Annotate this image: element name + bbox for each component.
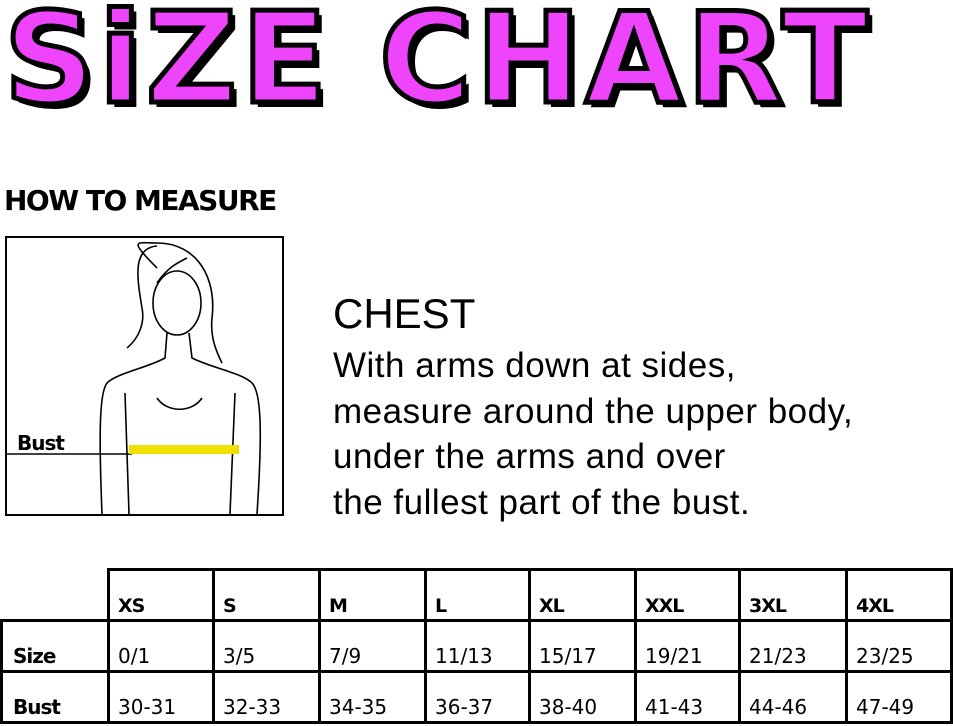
table-cell: 21/23 <box>738 619 848 673</box>
table-cell: 47-49 <box>845 670 953 724</box>
size-header: XS <box>107 568 215 622</box>
size-header: L <box>424 568 531 622</box>
measurement-illustration: Bust <box>5 236 284 516</box>
table-cell: 36-37 <box>424 670 531 724</box>
row-label: Bust <box>0 670 110 724</box>
how-to-measure-heading: HOW TO MEASURE <box>4 184 277 217</box>
table-cell: 23/25 <box>845 619 953 673</box>
chest-instructions: With arms down at sides, measure around … <box>333 343 948 525</box>
table-cell: 30-31 <box>107 670 215 724</box>
size-header: XL <box>528 568 637 622</box>
table-cell: 11/13 <box>424 619 531 673</box>
table-cell: 32-33 <box>212 670 321 724</box>
table-cell: 19/21 <box>634 619 741 673</box>
instruction-line: measure around the upper body, <box>333 391 854 431</box>
table-cell: 7/9 <box>318 619 427 673</box>
size-header: M <box>318 568 427 622</box>
size-header-row: XS S M L XL XXL 3XL 4XL <box>1 568 953 622</box>
table-cell: 41-43 <box>634 670 741 724</box>
row-label: Size <box>0 619 110 673</box>
table-cell: 3/5 <box>212 619 321 673</box>
size-header: 4XL <box>845 568 953 622</box>
woman-figure-icon: Bust <box>7 241 262 515</box>
page-title: SiZE CHART <box>2 0 872 132</box>
measuring-tape <box>129 445 239 454</box>
chest-heading: CHEST <box>333 290 476 337</box>
size-header: XXL <box>634 568 741 622</box>
instruction-line: under the arms and over <box>333 437 726 476</box>
table-row: Size 0/1 3/5 7/9 11/13 15/17 19/21 21/23… <box>0 619 953 673</box>
table-cell: 38-40 <box>528 670 637 724</box>
size-header: 3XL <box>738 568 848 622</box>
table-cell: 44-46 <box>738 670 848 724</box>
table-cell: 34-35 <box>318 670 427 724</box>
table-cell: 15/17 <box>528 619 637 673</box>
instruction-line: With arms down at sides, <box>333 346 736 385</box>
table-cell: 0/1 <box>107 619 215 673</box>
size-header: S <box>212 568 321 622</box>
table-row: Bust 30-31 32-33 34-35 36-37 38-40 41-43… <box>0 670 953 724</box>
size-table: XS S M L XL XXL 3XL 4XL Size 0/1 3/5 7/9… <box>0 568 953 724</box>
instruction-line: the fullest part of the bust. <box>333 482 751 522</box>
corner-cell <box>1 569 110 622</box>
bust-label: Bust <box>17 431 65 455</box>
